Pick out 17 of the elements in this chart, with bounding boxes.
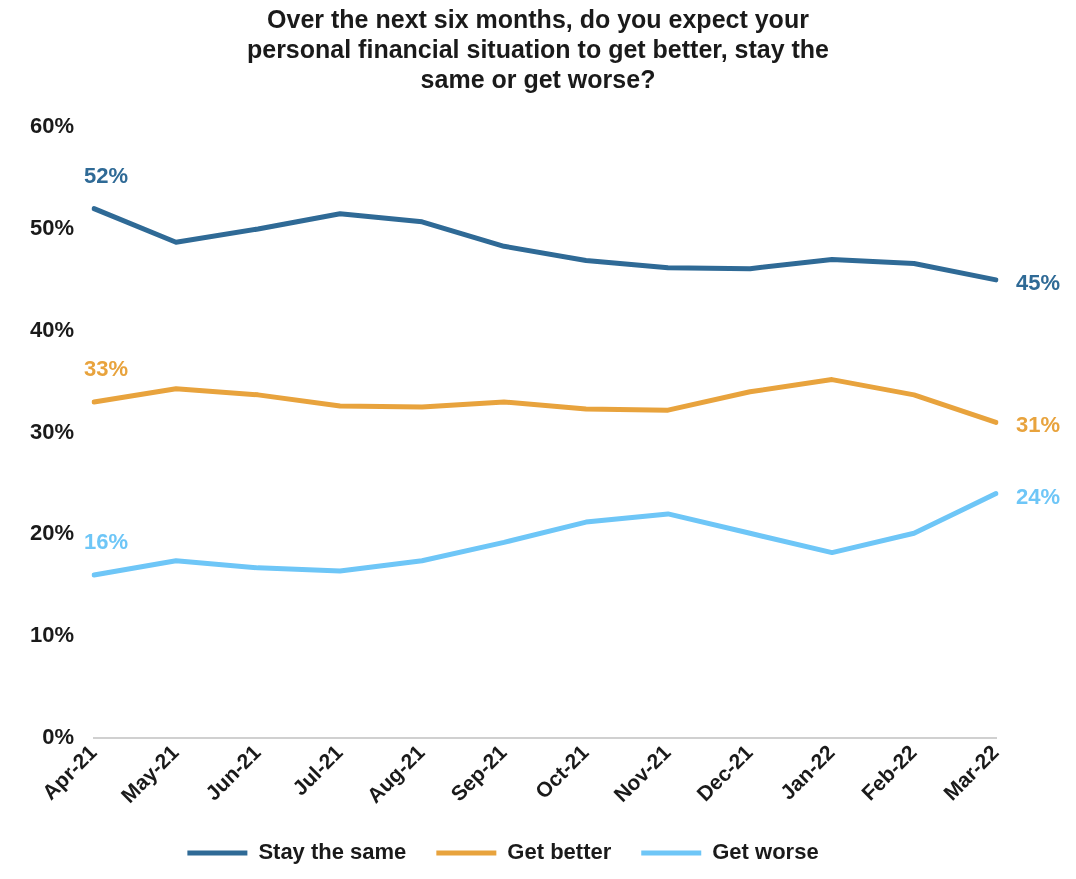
data-label: 31% [1016, 412, 1061, 438]
y-tick-label: 20% [29, 520, 75, 546]
data-label: 24% [1016, 483, 1061, 509]
data-label: 16% [84, 529, 129, 555]
data-label: 45% [1016, 269, 1061, 295]
y-tick-label: 40% [29, 316, 75, 342]
y-tick-label: 30% [29, 418, 75, 444]
y-tick-label: 50% [29, 215, 75, 241]
chart-title: Over the next six months, do you expect your personal financial situation to get better, stay the same or get worse? [245, 4, 831, 94]
legend-label: Get worse [712, 839, 819, 865]
data-label: 33% [84, 356, 129, 382]
legend-label: Get better [507, 839, 612, 865]
y-tick-label: 0% [42, 723, 75, 749]
legend-label: Stay the same [258, 839, 407, 865]
y-tick-label: 60% [29, 113, 75, 139]
y-tick-label: 10% [29, 622, 75, 648]
data-label: 52% [84, 162, 129, 188]
